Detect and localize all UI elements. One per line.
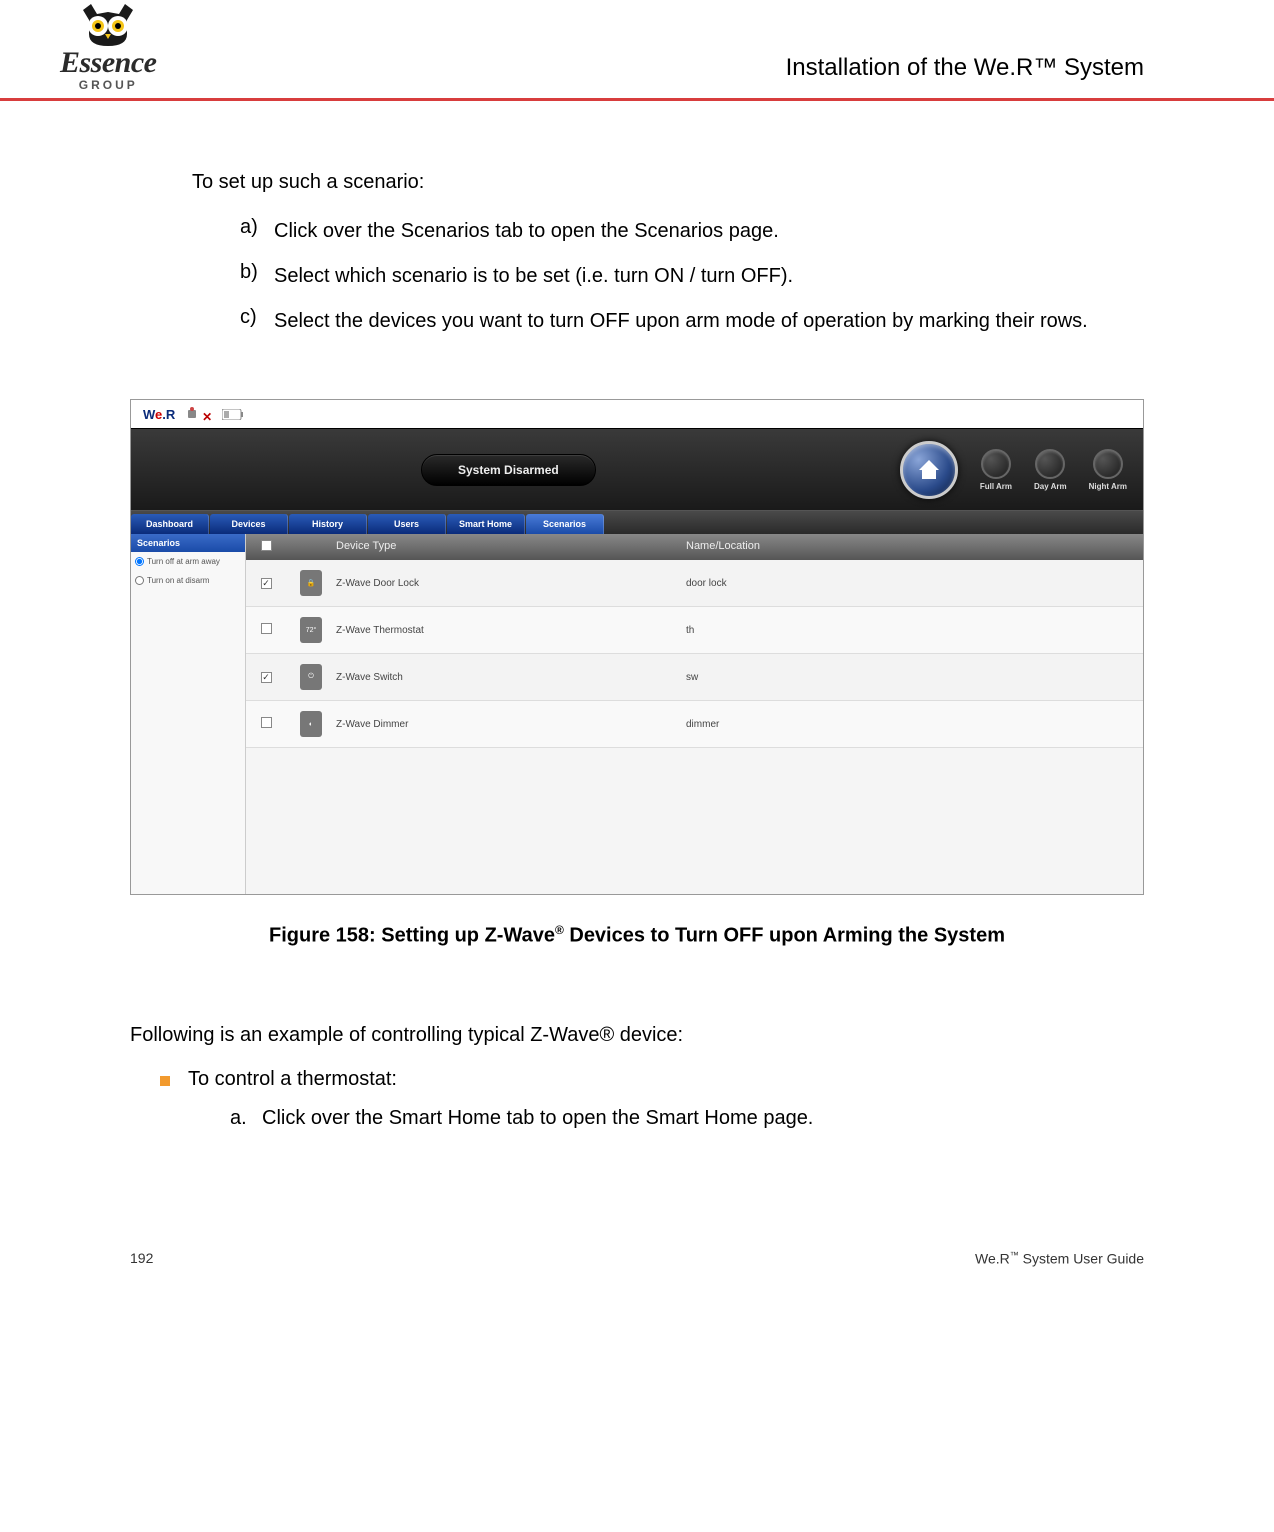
status-bar: System Disarmed Full Arm Day Arm Night A…	[131, 428, 1143, 510]
day-arm-label: Day Arm	[1034, 482, 1067, 491]
substep-a-text: Click over the Smart Home tab to open th…	[262, 1107, 813, 1130]
scenarios-body: Scenarios Turn off at arm away Turn on a…	[131, 534, 1143, 894]
bullet-text: To control a thermostat:	[188, 1068, 397, 1091]
radio-turn-on-disarm[interactable]: Turn on at disarm	[131, 571, 245, 590]
tab-smarthome[interactable]: Smart Home	[447, 514, 525, 534]
step-c: c) Select the devices you want to turn O…	[240, 306, 1144, 337]
thermostat-icon: 72°	[300, 617, 322, 643]
row-checkbox[interactable]: ✓	[261, 672, 272, 683]
substep-list: a. Click over the Smart Home tab to open…	[230, 1107, 1144, 1130]
table-row[interactable]: 72° Z-Wave Thermostat th	[246, 607, 1143, 654]
row-name: th	[686, 625, 1143, 636]
day-arm-button[interactable]	[1035, 449, 1065, 479]
full-arm-button[interactable]	[981, 449, 1011, 479]
nav-tabs: Dashboard Devices History Users Smart Ho…	[131, 510, 1143, 534]
full-arm-wrap: Full Arm	[980, 449, 1012, 491]
step-b-text: Select which scenario is to be set (i.e.…	[274, 261, 1144, 292]
row-type: Z-Wave Switch	[336, 672, 686, 683]
night-arm-label: Night Arm	[1089, 482, 1127, 491]
tab-dashboard[interactable]: Dashboard	[131, 514, 209, 534]
table-header: Device Type Name/Location	[246, 534, 1143, 560]
page-footer: 192 We.R™ System User Guide	[0, 1170, 1274, 1307]
radio-input-1[interactable]	[135, 557, 144, 566]
radio-input-2[interactable]	[135, 576, 144, 585]
logo-group-text: GROUP	[79, 78, 138, 92]
header-name-location: Name/Location	[686, 540, 1143, 554]
tab-devices[interactable]: Devices	[210, 514, 288, 534]
sidebar-title: Scenarios	[131, 534, 245, 552]
caption-suffix: Devices to Turn OFF upon Arming the Syst…	[564, 925, 1005, 947]
device-table: Device Type Name/Location ✓ 🔒 Z-Wave Doo…	[246, 534, 1143, 894]
caption-reg: ®	[555, 923, 564, 937]
substep-a: a. Click over the Smart Home tab to open…	[230, 1107, 1144, 1130]
system-status: System Disarmed	[421, 454, 596, 486]
following-paragraph: Following is an example of controlling t…	[130, 1020, 1144, 1050]
bullet-square-icon	[160, 1076, 170, 1086]
step-b-marker: b)	[240, 261, 274, 292]
row-type: Z-Wave Door Lock	[336, 578, 686, 589]
battery-icon	[222, 409, 244, 420]
row-name: sw	[686, 672, 1143, 683]
step-a: a) Click over the Scenarios tab to open …	[240, 216, 1144, 247]
header-title: Installation of the We.R™ System	[786, 54, 1144, 92]
step-a-text: Click over the Scenarios tab to open the…	[274, 216, 1144, 247]
app-topbar: We.R ✕	[131, 400, 1143, 428]
setup-intro: To set up such a scenario:	[192, 171, 1144, 194]
day-arm-wrap: Day Arm	[1034, 449, 1067, 491]
night-arm-button[interactable]	[1093, 449, 1123, 479]
siren-icon: ✕	[185, 406, 212, 423]
arm-buttons: Full Arm Day Arm Night Arm	[900, 441, 1127, 499]
radio-label-1: Turn off at arm away	[147, 557, 220, 566]
page-header: Essence GROUP Installation of the We.R™ …	[0, 0, 1274, 101]
radio-turn-off-arm[interactable]: Turn off at arm away	[131, 552, 245, 571]
night-arm-wrap: Night Arm	[1089, 449, 1127, 491]
header-device-type: Device Type	[336, 540, 686, 554]
logo-block: Essence GROUP	[60, 4, 157, 92]
header-checkbox[interactable]	[261, 540, 272, 551]
row-checkbox[interactable]	[261, 717, 272, 728]
full-arm-label: Full Arm	[980, 482, 1012, 491]
scenarios-sidebar: Scenarios Turn off at arm away Turn on a…	[131, 534, 246, 894]
tab-scenarios[interactable]: Scenarios	[526, 514, 604, 534]
bullet-thermostat: To control a thermostat:	[160, 1068, 1144, 1091]
guide-name: We.R™ System User Guide	[975, 1250, 1144, 1267]
switch-icon: ⏻	[300, 664, 322, 690]
table-row[interactable]: ✓ 🔒 Z-Wave Door Lock door lock	[246, 560, 1143, 607]
step-b: b) Select which scenario is to be set (i…	[240, 261, 1144, 292]
setup-steps: a) Click over the Scenarios tab to open …	[240, 216, 1144, 337]
app-screenshot: We.R ✕ System Disarmed Full Arm	[130, 399, 1144, 895]
owl-icon	[77, 4, 139, 48]
caption-prefix: Figure 158: Setting up Z-Wave	[269, 925, 555, 947]
row-type: Z-Wave Thermostat	[336, 625, 686, 636]
step-a-marker: a)	[240, 216, 274, 247]
step-c-marker: c)	[240, 306, 274, 337]
table-row[interactable]: ✓ ⏻ Z-Wave Switch sw	[246, 654, 1143, 701]
row-type: Z-Wave Dimmer	[336, 719, 686, 730]
tab-users[interactable]: Users	[368, 514, 446, 534]
figure-caption: Figure 158: Setting up Z-Wave® Devices t…	[130, 923, 1144, 948]
page-number: 192	[130, 1250, 153, 1267]
logo-essence-text: Essence	[60, 46, 157, 80]
tab-history[interactable]: History	[289, 514, 367, 534]
app-logo: We.R	[143, 407, 175, 422]
doorlock-icon: 🔒	[300, 570, 322, 596]
page-content: To set up such a scenario: a) Click over…	[0, 101, 1274, 1170]
row-name: dimmer	[686, 719, 1143, 730]
table-row[interactable]: ◐ Z-Wave Dimmer dimmer	[246, 701, 1143, 748]
dimmer-icon: ◐	[300, 711, 322, 737]
home-arm-button[interactable]	[900, 441, 958, 499]
step-c-text: Select the devices you want to turn OFF …	[274, 306, 1144, 337]
substep-a-marker: a.	[230, 1107, 262, 1130]
radio-label-2: Turn on at disarm	[147, 576, 209, 585]
row-checkbox[interactable]	[261, 623, 272, 634]
row-name: door lock	[686, 578, 1143, 589]
row-checkbox[interactable]: ✓	[261, 578, 272, 589]
